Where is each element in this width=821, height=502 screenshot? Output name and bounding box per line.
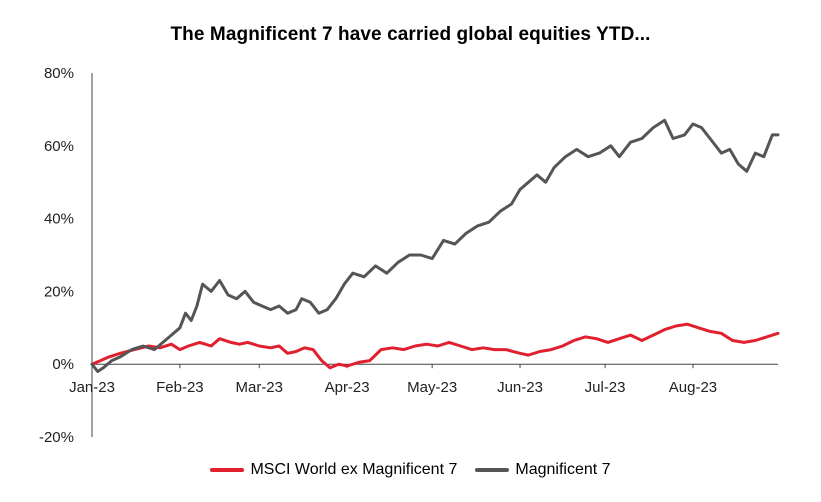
x-axis-ticks: Jan-23 Feb-23 Mar-23 Apr-23 May-23 Jun-23 Jul-… [69, 364, 717, 396]
x-tick-label: Jun-23 [497, 379, 543, 396]
legend-swatch-mag7 [475, 468, 510, 472]
y-tick-label: -20% [39, 429, 74, 446]
legend-item-magnificent-7: Magnificent 7 [475, 461, 611, 479]
y-tick-label: 0% [52, 356, 74, 373]
series-line-magnificent-7 [90, 118, 780, 373]
x-tick-label: May-23 [407, 379, 457, 396]
legend-item-msci-world-ex-magnificent-7: MSCI World ex Magnificent 7 [210, 461, 457, 479]
x-tick-label: Aug-23 [669, 379, 717, 396]
y-tick-label: 80% [44, 65, 74, 82]
y-tick-label: 40% [44, 211, 74, 228]
chart-title: The Magnificent 7 have carried global eq… [170, 24, 651, 45]
y-tick-label: 60% [44, 138, 74, 155]
x-tick-label: Mar-23 [235, 379, 283, 396]
x-tick-label: Jul-23 [585, 379, 626, 396]
legend-label-msci: MSCI World ex Magnificent 7 [250, 461, 458, 478]
x-tick-label: Jan-23 [69, 379, 115, 396]
x-tick-label: Apr-23 [325, 379, 370, 396]
legend-label-mag7: Magnificent 7 [515, 461, 611, 478]
legend-swatch-msci [210, 468, 245, 472]
series-layer [90, 118, 780, 373]
y-tick-label: 20% [44, 283, 74, 300]
series-line-msci-world-ex-magnificent-7 [90, 322, 780, 370]
legend: MSCI World ex Magnificent 7 Magnificent … [0, 461, 821, 479]
x-tick-label: Feb-23 [156, 379, 204, 396]
y-axis-ticks: -20% 0% 20% 40% 60% 80% [39, 65, 74, 446]
